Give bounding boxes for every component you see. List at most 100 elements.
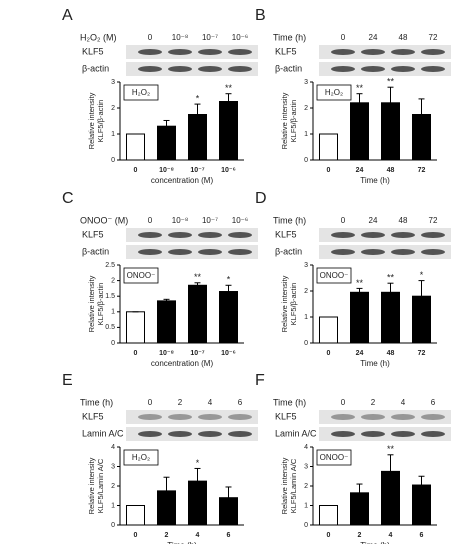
y-tick-label: 1 (111, 131, 115, 138)
lane-label: 2 (178, 398, 183, 407)
blot-band (391, 66, 415, 72)
significance: * (196, 93, 200, 103)
blot-band (168, 431, 192, 437)
bar (188, 480, 207, 526)
inset-box (316, 84, 352, 101)
bar (219, 497, 238, 526)
y-tick-label: 3 (304, 463, 308, 470)
lane-label: 10⁻⁶ (232, 216, 248, 225)
y-axis-label: KLF5/β-actin (289, 283, 298, 326)
blot-band (421, 49, 445, 55)
x-tick-label: 2 (165, 532, 169, 539)
x-tick-label: 0 (327, 532, 331, 539)
bar (412, 114, 431, 161)
x-tick-label: 0 (134, 167, 138, 174)
y-tick-label: 0.5 (105, 324, 115, 331)
treatment-label: Time (h) (80, 397, 113, 407)
blot-band (168, 66, 192, 72)
y-tick-label: 4 (304, 444, 308, 451)
inset-box (316, 267, 352, 284)
lane-label: 48 (399, 33, 408, 42)
x-tick-label: 4 (196, 532, 200, 539)
blot-label: β-actin (275, 63, 302, 73)
bar (412, 295, 431, 344)
blot-band (421, 414, 445, 420)
x-axis-label: concentration (M) (151, 359, 214, 368)
blot-band (361, 431, 385, 437)
y-tick-label: 0 (111, 157, 115, 164)
blot-label: β-actin (275, 246, 302, 256)
panel-letter: C (62, 190, 74, 207)
y-axis-label: Relative intensity (280, 92, 289, 149)
blot-band (331, 414, 355, 420)
blot-band (228, 49, 252, 55)
blot-band (138, 49, 162, 55)
bar (319, 133, 338, 161)
blot-band (198, 249, 222, 255)
x-tick-label: 10⁻⁷ (190, 167, 204, 174)
y-tick-label: 0 (111, 522, 115, 529)
y-tick-label: 0 (304, 340, 308, 347)
blot-band (198, 49, 222, 55)
blot-label: β-actin (82, 63, 109, 73)
bar (219, 101, 238, 161)
y-tick-label: 2.5 (105, 262, 115, 269)
panel-letter: E (62, 372, 73, 389)
lane-label: 4 (208, 398, 213, 407)
significance: ** (387, 77, 395, 87)
y-tick-label: 1 (111, 309, 115, 316)
bar (412, 484, 431, 526)
lane-label: 72 (429, 33, 438, 42)
bar (126, 133, 145, 161)
inset-label: ONOO⁻ (320, 271, 349, 280)
bar (219, 291, 238, 344)
bar (350, 102, 369, 161)
lane-label: 2 (371, 398, 376, 407)
blot-band (421, 431, 445, 437)
blot-band (361, 66, 385, 72)
panel: A H₂O₂ (M) 0 10⁻⁸ 10⁻⁷ 10⁻⁶ KLF5 β-actin 0 1 2 3 Rel… (62, 7, 258, 185)
x-tick-label: 48 (387, 350, 395, 357)
blot-band (138, 232, 162, 238)
y-tick-label: 0 (304, 157, 308, 164)
inset-label: H₂O₂ (132, 88, 150, 97)
y-tick-label: 3 (304, 262, 308, 269)
significance: * (196, 458, 200, 468)
lane-label: 0 (148, 216, 153, 225)
panel: D Time (h) 0 24 48 72 KLF5 β-actin 0 1 2 3 Relative … (255, 190, 451, 368)
blot-band (361, 49, 385, 55)
x-tick-label: 10⁻⁶ (221, 167, 236, 174)
lane-label: 48 (399, 216, 408, 225)
inset-label: H₂O₂ (132, 453, 150, 462)
blot-band (138, 66, 162, 72)
blot-label: β-actin (82, 246, 109, 256)
bar (157, 300, 176, 344)
panel-letter: A (62, 7, 73, 24)
inset-box (123, 449, 159, 466)
blot-label: KLF5 (82, 229, 104, 239)
panel-letter: B (255, 7, 266, 24)
blot-band (228, 232, 252, 238)
y-tick-label: 1 (111, 502, 115, 509)
treatment-label: H₂O₂ (M) (80, 32, 116, 42)
y-tick-label: 3 (304, 79, 308, 86)
significance: ** (387, 273, 395, 283)
blot-band (228, 66, 252, 72)
y-tick-label: 3 (111, 463, 115, 470)
blot-band (168, 49, 192, 55)
bar (188, 284, 207, 344)
blot-band (421, 232, 445, 238)
blot-band (361, 232, 385, 238)
y-axis-label: Relative intensity (280, 275, 289, 332)
lane-label: 72 (429, 216, 438, 225)
x-tick-label: 10⁻⁶ (221, 350, 236, 357)
blot-band (331, 49, 355, 55)
significance: ** (194, 272, 202, 282)
y-axis-label: KLF5/Lamin A/C (96, 458, 105, 513)
significance: ** (356, 278, 364, 288)
panel: E Time (h) 0 2 4 6 KLF5 Lamin A/C 0 1 2 3 4 Relative … (62, 372, 258, 544)
blot-band (198, 431, 222, 437)
x-tick-label: 48 (387, 167, 395, 174)
